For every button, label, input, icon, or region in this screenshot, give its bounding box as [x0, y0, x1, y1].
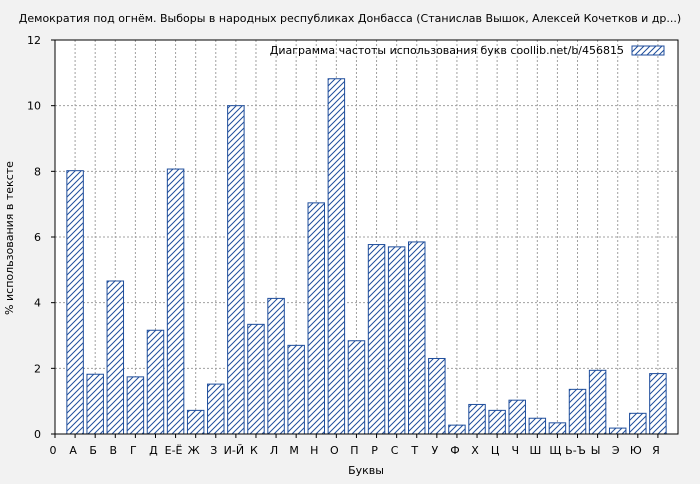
bar-5: Д: 3.16 — [146, 329, 165, 435]
bar-23: Ч: 1.03 — [508, 399, 526, 435]
bar-27: Ы: 1.94 — [588, 369, 607, 435]
y-tick-label: 0 — [34, 428, 41, 441]
bar-21: Х: 0.9 — [468, 403, 486, 435]
y-axis-label: % использования в тексте — [3, 161, 16, 315]
bar-10: К: 3.34 — [247, 323, 265, 435]
x-tick-label: Ч — [511, 444, 519, 457]
x-tick-label: Я — [652, 444, 660, 457]
legend: Диаграмма частоты использования букв coo… — [270, 44, 665, 57]
y-tick-labels: 0 2 4 6 8 10 12 — [27, 34, 55, 441]
x-tick-label: Ф — [450, 444, 459, 457]
bar-20: Ф: 0.27 — [448, 424, 466, 435]
x-tick-label: Х — [471, 444, 479, 457]
x-tick-label: Е-Ё — [165, 444, 183, 457]
chart-title: Демократия под огнём. Выборы в народных … — [19, 12, 681, 25]
bar-24: Ш: 0.48 — [528, 417, 547, 435]
x-tick-label: Ц — [491, 444, 500, 457]
x-tick-label: Р — [371, 444, 378, 457]
y-tick-label: 4 — [34, 297, 41, 310]
bar-12: М: 2.7 — [287, 344, 305, 435]
x-tick-label: У — [431, 444, 438, 457]
x-tick-label: Н — [310, 444, 318, 457]
legend-label: Диаграмма частоты использования букв coo… — [270, 44, 624, 57]
x-tick-label: Л — [270, 444, 278, 457]
bar-15: П: 2.84 — [347, 340, 366, 435]
bars: А: 8.02Б: 1.82В: 4.66Г: 1.74Д: 3.16Е-Ё: … — [66, 78, 667, 435]
x-tick-label: Ж — [188, 444, 200, 457]
x-tick-label: 0 — [50, 444, 57, 457]
x-tick-label: А — [69, 444, 77, 457]
plot-border — [54, 39, 679, 435]
x-tick-label: К — [250, 444, 258, 457]
x-tick-label: М — [289, 444, 299, 457]
x-tick-label: Д — [149, 444, 158, 457]
x-tick-label: П — [350, 444, 358, 457]
x-tick-label: Ы — [591, 444, 601, 457]
x-tick-label: З — [210, 444, 217, 457]
y-tick-label: 8 — [34, 165, 41, 178]
bar-7: Ж: 0.72 — [186, 409, 205, 435]
bar-28: Э: 0.18 — [608, 427, 627, 435]
bar-25: Щ: 0.34 — [548, 422, 567, 435]
x-tick-label: В — [110, 444, 118, 457]
bar-6: Е-Ё: 8.07 — [166, 168, 185, 435]
legend-swatch — [631, 45, 665, 56]
x-tick-label: Б — [89, 444, 97, 457]
y-tick-label: 10 — [27, 100, 41, 113]
y-tick-label: 6 — [34, 231, 41, 244]
x-axis-label: Буквы — [348, 464, 384, 477]
bar-22: Ц: 0.72 — [488, 409, 506, 435]
bar-18: Т: 5.85 — [408, 241, 426, 435]
x-tick-label: Ш — [529, 444, 541, 457]
bar-16: Р: 5.77 — [367, 244, 386, 435]
bar-29: Ю: 0.63 — [629, 412, 647, 435]
bar-13: Н: 7.04 — [307, 202, 325, 435]
y-tick-label: 12 — [27, 34, 41, 47]
bar-9: И-Й: 10 — [227, 105, 245, 435]
y-tick-label: 2 — [34, 362, 41, 375]
bar-17: С: 5.7 — [387, 246, 406, 435]
x-tick-label: Э — [612, 444, 620, 457]
bar-19: У: 2.3 — [428, 357, 446, 435]
bar-3: В: 4.66 — [106, 280, 125, 435]
bar-8: З: 1.52 — [207, 383, 225, 435]
x-tick-label: Ю — [630, 444, 642, 457]
bar-4: Г: 1.74 — [126, 376, 145, 435]
x-tick-label: И-Й — [224, 444, 244, 457]
x-tick-label: Г — [130, 444, 137, 457]
x-tick-label: С — [391, 444, 399, 457]
x-tick-label: Т — [410, 444, 418, 457]
bar-11: Л: 4.13 — [267, 297, 285, 435]
bar-14: О: 10.82 — [327, 78, 346, 435]
x-tick-labels: 0 А Б В Г Д Е-Ё Ж З И-Й К Л М Н О П Р С Т У Ф Х Ц Ч Ш Щ Ь-Ъ Ы Э Ю Я — [50, 434, 660, 457]
bar-26: Ь-Ъ: 1.36 — [568, 388, 587, 435]
bar-30: Я: 1.84 — [649, 373, 667, 435]
x-tick-label: Ь-Ъ — [565, 444, 586, 457]
x-tick-label: О — [330, 444, 339, 457]
bar-1: А: 8.02 — [66, 170, 84, 435]
bar-2: Б: 1.82 — [86, 373, 104, 435]
x-tick-label: Щ — [549, 444, 561, 457]
